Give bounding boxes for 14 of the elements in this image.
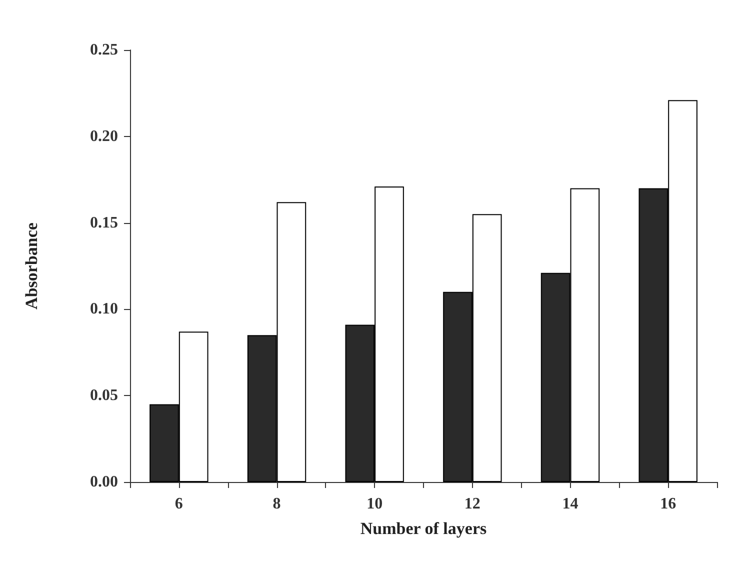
y-tick-label: 0.05 [90, 387, 118, 404]
x-tick-label: 8 [272, 496, 281, 512]
x-axis-title: Number of layers [360, 519, 487, 538]
y-tick-label: 0.10 [90, 300, 118, 318]
x-tick-label: 14 [562, 496, 578, 512]
x-tick-label: 6 [174, 496, 183, 512]
y-tick-label: 0.00 [90, 474, 118, 490]
y-tick-label: 0.15 [90, 214, 118, 232]
x-tick-label: 10 [366, 496, 383, 512]
x-tick-label: 12 [464, 496, 480, 512]
y-tick-label: 0.20 [90, 128, 118, 145]
y-axis-title: Absorbance [22, 222, 41, 310]
x-tick-label: 16 [660, 496, 676, 512]
y-tick-label: 0.25 [90, 42, 118, 58]
